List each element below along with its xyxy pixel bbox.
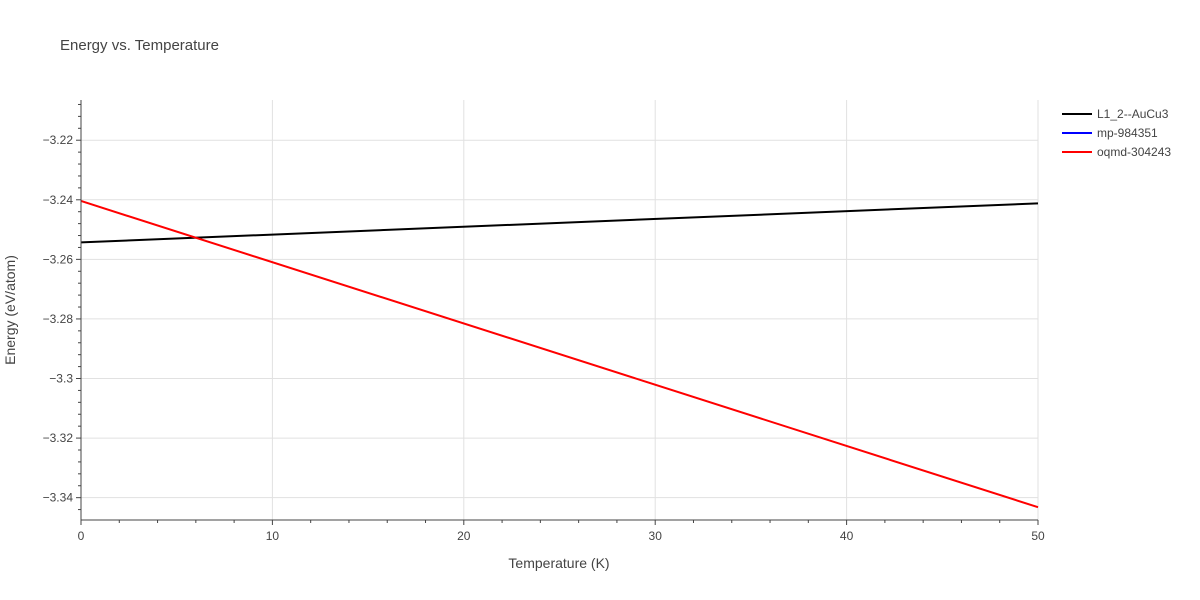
y-tick-label: −3.28: [43, 312, 74, 326]
x-tick-label: 50: [1031, 529, 1045, 543]
y-tick-label: −3.34: [43, 491, 74, 505]
series-line: [80, 202, 1039, 244]
x-axis-title: Temperature (K): [508, 555, 609, 571]
series-layer: [80, 200, 1039, 509]
y-tick-label: −3.3: [49, 372, 73, 386]
legend-label[interactable]: L1_2--AuCu3: [1097, 107, 1169, 121]
x-tick-label: 20: [457, 529, 471, 543]
y-tick-label: −3.32: [43, 431, 74, 445]
chart-title: Energy vs. Temperature: [60, 37, 219, 54]
x-tick-label: 40: [840, 529, 854, 543]
legend-label[interactable]: oqmd-304243: [1097, 145, 1171, 159]
y-tick-label: −3.22: [43, 133, 74, 147]
legend: L1_2--AuCu3 mp-984351 oqmd-304243: [1062, 107, 1171, 159]
x-tick-label: 0: [78, 529, 85, 543]
series-line: [80, 200, 1039, 509]
y-tick-label: −3.24: [43, 193, 74, 207]
axes: 0 10 20 30 40 50 −3.22 −3.24 −3.26 −3.28 −3.3 −3.32…: [43, 100, 1045, 543]
y-axis-title: Energy (eV/atom): [2, 255, 18, 365]
x-tick-label: 30: [649, 529, 663, 543]
legend-label[interactable]: mp-984351: [1097, 126, 1158, 140]
grid: [81, 100, 1039, 520]
y-tick-label: −3.26: [43, 252, 74, 266]
x-tick-label: 10: [266, 529, 280, 543]
